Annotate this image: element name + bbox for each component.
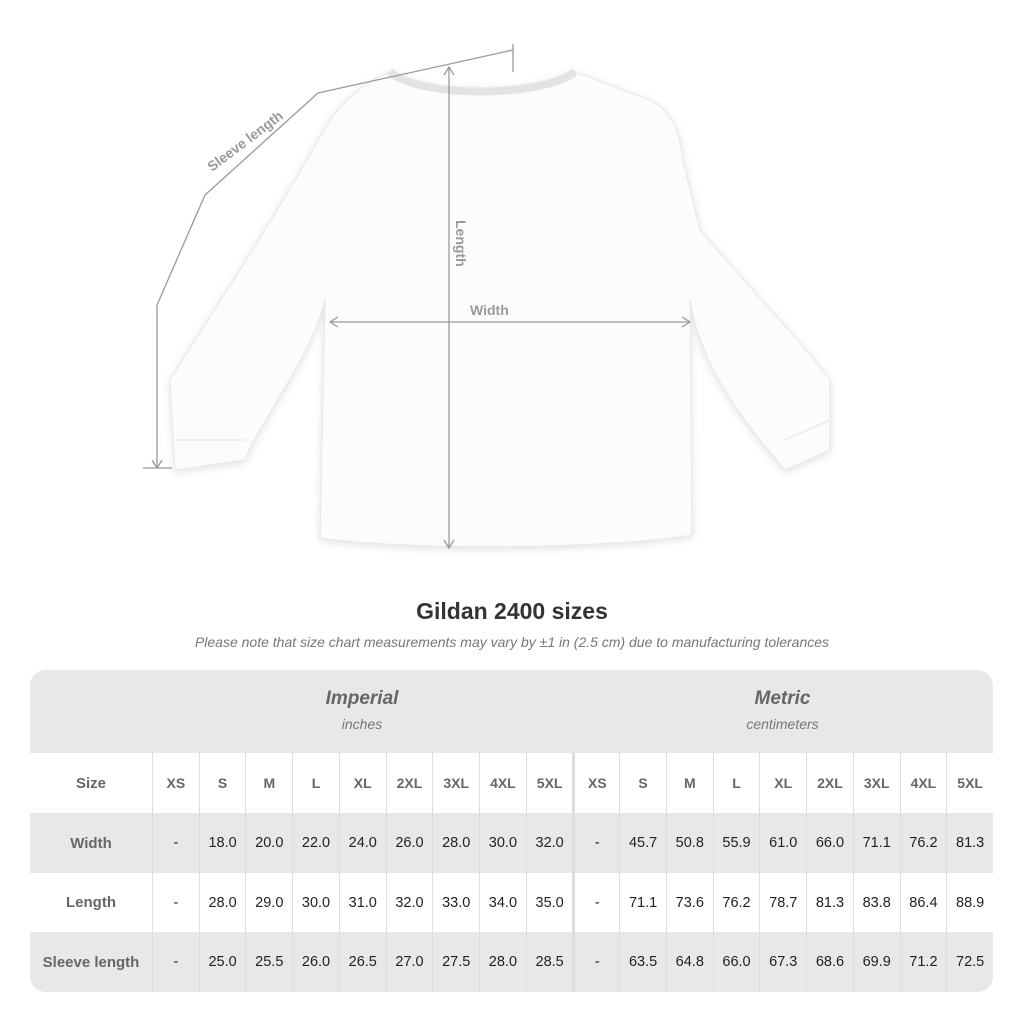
imperial-value-cell: 26.0 [292,932,339,992]
metric-value-cell: 88.9 [946,873,993,932]
metric-title: Metric [754,688,811,709]
imperial-size-header: S [198,753,246,813]
metric-size-header: L [712,753,760,813]
metric-value-cell: - [572,813,620,873]
imperial-size-header: M [245,753,293,813]
imperial-value-cell: - [152,932,199,992]
metric-value-cell: 78.7 [759,873,807,932]
imperial-value-cell: 30.0 [479,813,526,873]
imperial-value-cell: 27.5 [432,932,480,992]
imperial-value-cell: 29.0 [245,873,293,932]
metric-value-cell: 76.2 [712,873,760,932]
metric-header: Metric centimeters [572,670,993,753]
metric-value-cell: 71.1 [619,873,666,932]
imperial-value-cell: 35.0 [525,873,573,932]
imperial-size-header: 3XL [432,753,480,813]
metric-value-cell: - [572,873,620,932]
sleeve-length-line [156,49,514,468]
metric-value-cell: 45.7 [619,813,666,873]
imperial-value-cell: 24.0 [338,813,386,873]
shirt-measurement-diagram: Sleeve length Length Width [143,44,831,550]
width-label: Width [470,302,509,318]
metric-size-header: XS [572,753,620,813]
imperial-size-header: L [292,753,339,813]
imperial-value-cell: 32.0 [525,813,573,873]
metric-value-cell: 64.8 [665,932,713,992]
metric-size-header: M [665,753,713,813]
metric-value-cell: 66.0 [806,813,853,873]
imperial-value-cell: 25.5 [245,932,293,992]
row-label: Length [30,873,152,932]
metric-value-cell: 72.5 [946,932,993,992]
metric-size-header: 3XL [852,753,900,813]
metric-value-cell: 66.0 [712,932,760,992]
imperial-unit: inches [341,716,383,732]
imperial-value-cell: 28.0 [479,932,526,992]
metric-size-header: XL [759,753,807,813]
metric-value-cell: 76.2 [899,813,947,873]
imperial-size-header: XS [152,753,199,813]
imperial-value-cell: 28.0 [198,873,246,932]
metric-value-cell: 55.9 [712,813,760,873]
size-label: Size [30,753,152,813]
size-grid: Size XS S M L XL 2XL 3XL 4XL 5XL XS S M L XL 2XL 3XL 4XL 5… [30,753,993,992]
metric-value-cell: 67.3 [759,932,807,992]
imperial-size-header: 2XL [385,753,433,813]
imperial-value-cell: 34.0 [479,873,526,932]
imperial-size-header: XL [338,753,386,813]
chart-title: Gildan 2400 sizes [416,598,608,624]
tolerance-note: Please note that size chart measurements… [194,634,830,650]
imperial-value-cell: - [152,873,199,932]
size-table: Imperial inches Metric centimeters Size X… [30,670,993,992]
imperial-value-cell: 27.0 [385,932,433,992]
metric-value-cell: 71.2 [899,932,947,992]
imperial-value-cell: 22.0 [292,813,339,873]
imperial-value-cell: - [152,813,199,873]
metric-unit: centimeters [746,716,819,732]
metric-value-cell: 81.3 [806,873,853,932]
metric-value-cell: 50.8 [665,813,713,873]
metric-value-cell: 81.3 [946,813,993,873]
metric-size-header: 5XL [946,753,993,813]
imperial-value-cell: 26.5 [338,932,386,992]
imperial-title: Imperial [325,688,399,709]
metric-value-cell: 69.9 [852,932,900,992]
imperial-value-cell: 28.5 [525,932,573,992]
metric-value-cell: - [572,932,620,992]
metric-value-cell: 61.0 [759,813,807,873]
imperial-size-header: 4XL [479,753,526,813]
sleeve-length-label: Sleeve length [204,107,286,174]
imperial-value-cell: 33.0 [432,873,480,932]
metric-value-cell: 73.6 [665,873,713,932]
metric-value-cell: 68.6 [806,932,853,992]
metric-size-header: S [619,753,666,813]
metric-size-header: 4XL [899,753,947,813]
imperial-value-cell: 25.0 [198,932,246,992]
imperial-value-cell: 30.0 [292,873,339,932]
row-label: Width [30,813,152,873]
imperial-value-cell: 20.0 [245,813,293,873]
length-label: Length [453,220,469,267]
imperial-value-cell: 28.0 [432,813,480,873]
metric-value-cell: 83.8 [852,873,900,932]
metric-size-header: 2XL [806,753,853,813]
shirt-image [169,68,831,548]
imperial-value-cell: 32.0 [385,873,433,932]
metric-value-cell: 71.1 [852,813,900,873]
metric-value-cell: 86.4 [899,873,947,932]
imperial-value-cell: 26.0 [385,813,433,873]
imperial-size-header: 5XL [525,753,573,813]
imperial-value-cell: 31.0 [338,873,386,932]
metric-value-cell: 63.5 [619,932,666,992]
row-label: Sleeve length [30,932,152,992]
imperial-value-cell: 18.0 [198,813,246,873]
imperial-header: Imperial inches [152,670,572,753]
